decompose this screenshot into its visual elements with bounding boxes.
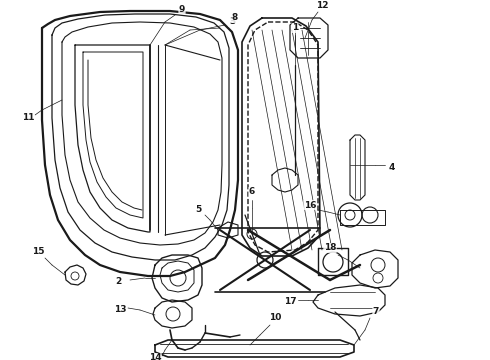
Text: 5: 5 bbox=[195, 206, 201, 215]
Text: 16: 16 bbox=[304, 201, 316, 210]
Text: 6: 6 bbox=[249, 188, 255, 197]
Text: 1: 1 bbox=[292, 23, 298, 32]
Text: 17: 17 bbox=[284, 297, 296, 306]
Text: 3: 3 bbox=[229, 18, 235, 27]
Text: 11: 11 bbox=[22, 113, 34, 122]
Text: 12: 12 bbox=[316, 0, 328, 9]
Text: 9: 9 bbox=[179, 4, 185, 13]
Text: 13: 13 bbox=[114, 306, 126, 315]
Text: 10: 10 bbox=[269, 314, 281, 323]
Text: 2: 2 bbox=[115, 278, 121, 287]
Text: 7: 7 bbox=[373, 307, 379, 316]
Text: 14: 14 bbox=[148, 354, 161, 360]
Text: 18: 18 bbox=[324, 243, 336, 252]
Text: 15: 15 bbox=[32, 248, 44, 256]
Text: 8: 8 bbox=[232, 13, 238, 22]
Text: 4: 4 bbox=[389, 162, 395, 171]
